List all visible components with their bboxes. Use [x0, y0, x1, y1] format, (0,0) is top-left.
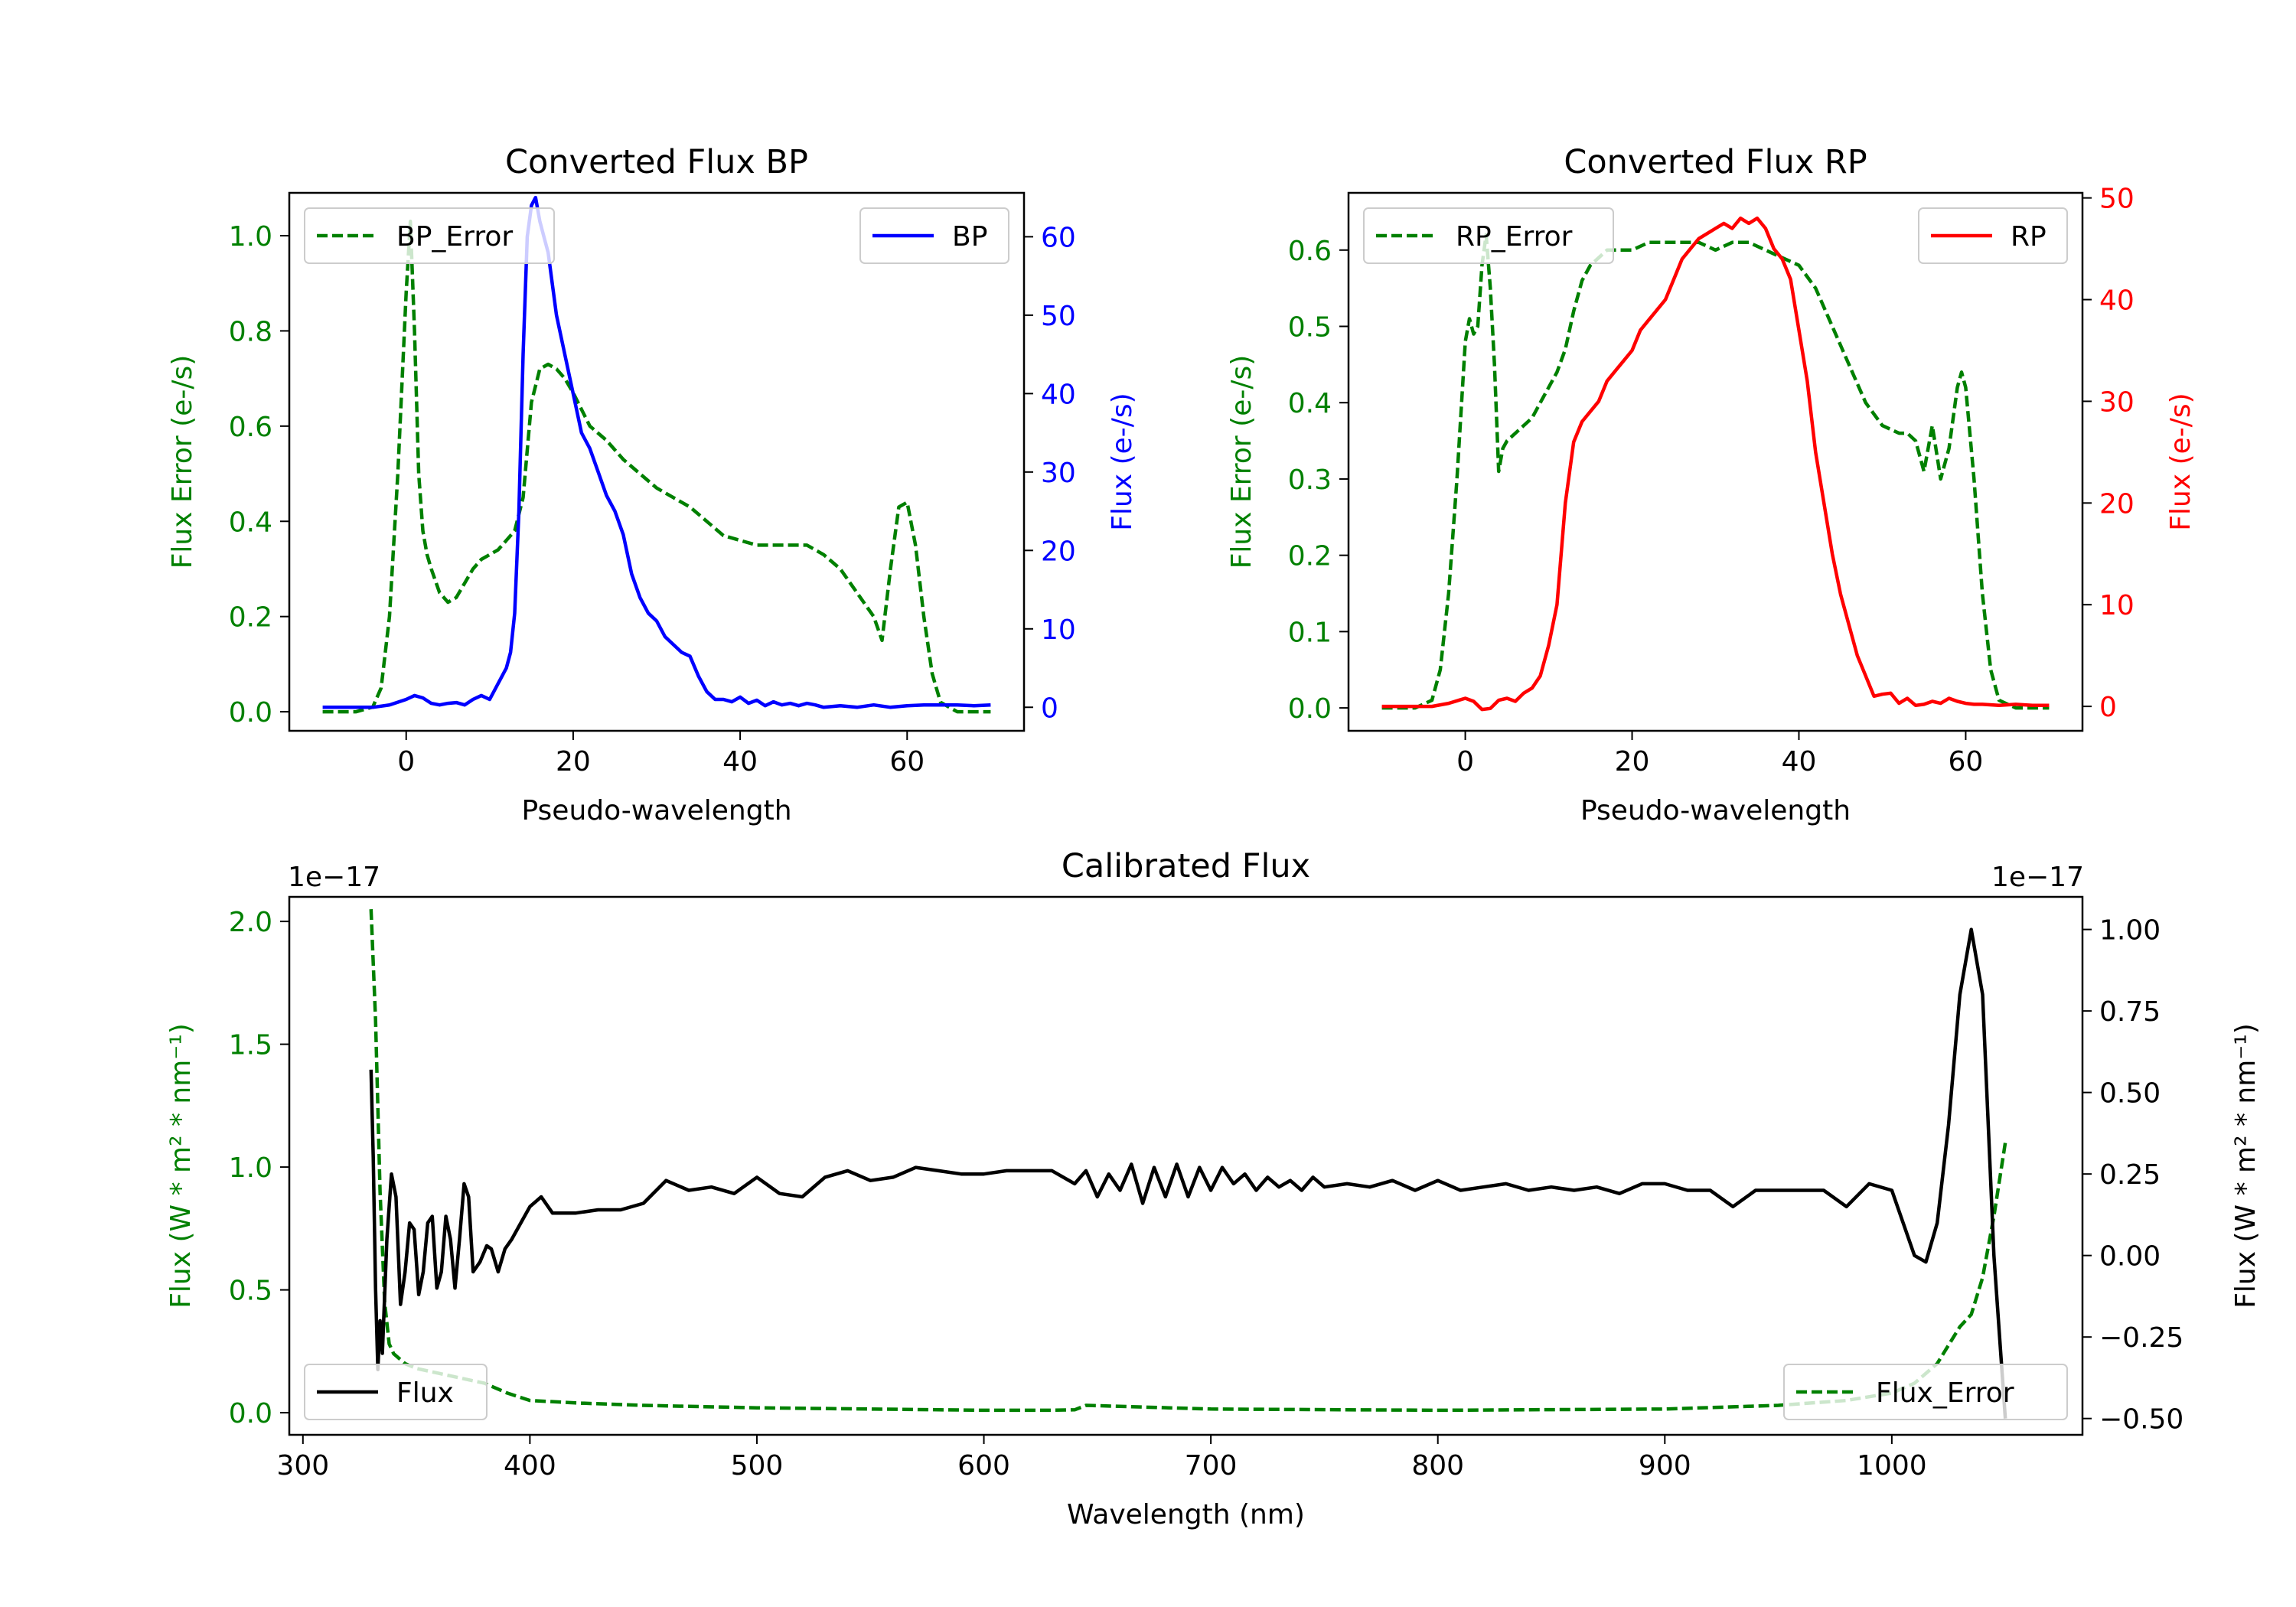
cal-legend-box: [304, 1364, 488, 1420]
cal-x-tick-label: 900: [1639, 1450, 1691, 1482]
rp-right-tick-label: 30: [2099, 386, 2135, 418]
cal-legend-label: Flux_Error: [1876, 1377, 2014, 1409]
rp-x-axis-label: Pseudo-wavelength: [1580, 795, 1851, 826]
rp-left-tick-label: 0.0: [1288, 693, 1332, 725]
bp-left-axis-label: Flux Error (e-/s): [167, 355, 198, 569]
cal-x-tick-label: 500: [731, 1450, 784, 1482]
bp-left-tick-label: 0.4: [229, 507, 272, 538]
cal-plot-frame: [288, 895, 2084, 1436]
cal-right-tick-label: −0.50: [2099, 1404, 2183, 1436]
bp-legend-box: [859, 207, 1009, 264]
rp-series-rp-error: [1381, 233, 2050, 710]
bp-series-bp-error: [322, 220, 991, 714]
cal-x-tick-label: 400: [504, 1450, 556, 1482]
bp-right-tick-label: 30: [1041, 458, 1076, 489]
rp-left-tick-label: 0.6: [1288, 236, 1332, 267]
bp-x-tick-label: 60: [889, 746, 925, 777]
cal-right-tick-label: 0.50: [2099, 1078, 2161, 1110]
bp-plot-frame: [288, 191, 1026, 732]
rp-x-tick-label: 60: [1949, 746, 1984, 777]
bp-title: Converted Flux BP: [505, 143, 808, 181]
rp-title: Converted Flux RP: [1564, 143, 1867, 181]
rp-left-tick-label: 0.5: [1288, 312, 1332, 344]
bp-right-tick-label: 60: [1041, 222, 1076, 253]
bp-left-tick-label: 0.2: [229, 602, 272, 634]
rp-left-tick-label: 0.4: [1288, 388, 1332, 419]
cal-right-axis-label: Flux (W * m² * nm⁻¹): [2230, 1023, 2262, 1309]
cal-right-tick-label: 0.25: [2099, 1159, 2161, 1191]
cal-right-tick-label: 1.00: [2099, 915, 2161, 947]
rp-legend-label: RP: [2011, 221, 2047, 253]
cal-left-tick-label: 1.0: [229, 1152, 272, 1184]
cal-x-tick-label: 800: [1411, 1450, 1464, 1482]
cal-x-tick-label: 600: [957, 1450, 1010, 1482]
rp-x-tick-label: 20: [1615, 746, 1650, 777]
bp-right-tick-label: 40: [1041, 379, 1076, 410]
cal-series-flux: [369, 927, 2007, 1419]
rp-right-tick-label: 50: [2099, 184, 2135, 215]
bp-left-tick-label: 0.6: [229, 412, 272, 443]
cal-legend-label: Flux: [396, 1377, 454, 1409]
rp-right-tick-label: 20: [2099, 488, 2135, 520]
bp-left-tick-label: 0.8: [229, 316, 272, 347]
cal-x-tick-label: 1000: [1857, 1450, 1927, 1482]
cal-right-tick-label: −0.25: [2099, 1322, 2183, 1354]
cal-legend-box: [1783, 1364, 2068, 1420]
cal-right-tick-label: 0.00: [2099, 1241, 2161, 1273]
bp-left-tick-label: 1.0: [229, 221, 272, 253]
rp-left-tick-label: 0.2: [1288, 541, 1332, 572]
rp-right-axis-label: Flux (e-/s): [2165, 393, 2197, 530]
bp-legend-label: BP_Error: [396, 221, 513, 253]
rp-legend-box: [1363, 207, 1614, 264]
rp-x-tick-label: 40: [1782, 746, 1817, 777]
rp-right-tick-label: 0: [2099, 692, 2117, 723]
bp-left-tick-label: 0.0: [229, 697, 272, 729]
cal-series-flux-error: [369, 909, 2007, 1413]
cal-left-tick-label: 2.0: [229, 907, 272, 938]
cal-x-tick-label: 700: [1185, 1450, 1238, 1482]
rp-plot-frame: [1347, 191, 2084, 732]
bp-right-tick-label: 50: [1041, 301, 1076, 332]
cal-x-tick-label: 300: [276, 1450, 329, 1482]
cal-title: Calibrated Flux: [1062, 847, 1310, 885]
rp-right-tick-label: 40: [2099, 285, 2135, 317]
cal-left-tick-label: 0.5: [229, 1276, 272, 1307]
cal-right-tick-label: 0.75: [2099, 996, 2161, 1028]
bp-right-tick-label: 10: [1041, 614, 1076, 646]
rp-left-tick-label: 0.3: [1288, 464, 1332, 496]
rp-series-rp: [1381, 216, 2050, 712]
cal-right-offset-label: 1e−17: [1991, 862, 2084, 893]
rp-legend-label: RP_Error: [1456, 221, 1573, 253]
bp-legend-box: [304, 207, 555, 264]
bp-right-tick-label: 0: [1041, 693, 1058, 724]
bp-right-tick-label: 20: [1041, 536, 1076, 567]
bp-series-bp: [322, 195, 991, 709]
bp-x-tick-label: 0: [397, 746, 415, 777]
rp-left-axis-label: Flux Error (e-/s): [1226, 355, 1257, 569]
cal-left-tick-label: 0.0: [229, 1398, 272, 1429]
rp-legend-box: [1918, 207, 2068, 264]
cal-left-offset-label: 1e−17: [288, 862, 380, 893]
bp-x-tick-label: 40: [722, 746, 758, 777]
bp-x-axis-label: Pseudo-wavelength: [521, 795, 791, 826]
bp-x-tick-label: 20: [556, 746, 591, 777]
cal-left-axis-label: Flux (W * m² * nm⁻¹): [165, 1023, 197, 1309]
bp-legend-label: BP: [952, 221, 987, 253]
cal-x-axis-label: Wavelength (nm): [1067, 1499, 1305, 1530]
rp-right-tick-label: 10: [2099, 590, 2135, 621]
bp-right-axis-label: Flux (e-/s): [1107, 393, 1138, 530]
rp-x-tick-label: 0: [1456, 746, 1474, 777]
rp-left-tick-label: 0.1: [1288, 617, 1332, 648]
cal-left-tick-label: 1.5: [229, 1030, 272, 1061]
